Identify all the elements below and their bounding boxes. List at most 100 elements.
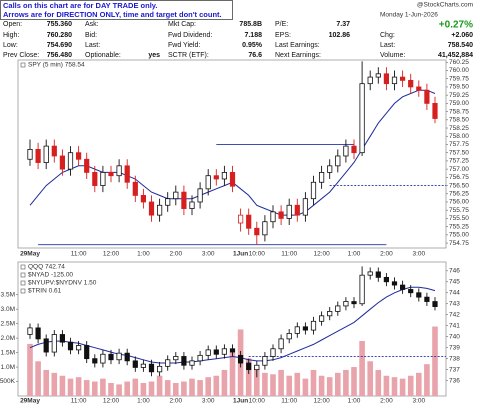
legend-swatch xyxy=(20,272,26,278)
volume-bar xyxy=(278,369,284,396)
volume-bar xyxy=(351,367,357,396)
candle-body xyxy=(84,158,90,173)
candle-body xyxy=(213,175,219,180)
legend-swatch xyxy=(20,62,26,68)
candle-body xyxy=(181,356,187,366)
y-tick-label: 760.25 xyxy=(449,59,469,66)
quote-label: Chg: xyxy=(380,32,395,39)
legend-text: SPY (5 min) 758.54 xyxy=(28,62,85,69)
legend-text: $NYAD -125.00 xyxy=(28,272,73,279)
x-tick-label: 1:00 xyxy=(137,398,150,405)
candle-body xyxy=(318,172,325,183)
volume-bar xyxy=(213,375,220,396)
y-tick-label: 756.00 xyxy=(449,199,469,206)
x-tick-label: 12:00 xyxy=(313,398,330,405)
candle-body xyxy=(351,145,357,154)
quote-label: EPS: xyxy=(275,32,291,39)
candle-body xyxy=(408,79,414,88)
candle-body xyxy=(367,76,373,85)
volume-bar xyxy=(367,361,373,396)
y-tick-label: 757.75 xyxy=(449,141,469,148)
candle-body xyxy=(140,363,146,368)
candle-body xyxy=(416,292,422,298)
y-tick-label: 736 xyxy=(449,377,460,384)
legend-swatch xyxy=(20,288,26,294)
x-tick-label: 11:00 xyxy=(71,251,87,258)
y-tick-label: 743 xyxy=(449,300,460,307)
volume-bar xyxy=(116,384,122,396)
volume-bar xyxy=(164,380,171,396)
y-tick-label: 754.75 xyxy=(449,240,469,247)
quote-label: Prev Close: xyxy=(3,52,39,59)
y-tick-label: 758.25 xyxy=(449,125,469,132)
candle-body xyxy=(181,191,187,209)
candle-body xyxy=(116,165,122,177)
candle-body xyxy=(351,301,357,305)
legend-swatch xyxy=(20,280,26,286)
legend-text: $TRIN 0.61 xyxy=(28,288,62,295)
candle-body xyxy=(43,338,49,353)
y-tick-label: 757.25 xyxy=(449,158,469,165)
moving-average xyxy=(29,286,436,364)
quote-value: 76.6 xyxy=(248,52,262,59)
legend-text: QQQ 742.74 xyxy=(28,264,65,271)
quote-label: Open: xyxy=(3,21,22,28)
y-tick-label: 755.75 xyxy=(449,207,469,214)
candle-body xyxy=(408,289,414,294)
candle-body xyxy=(302,198,309,216)
volume-bar xyxy=(67,378,74,396)
volume-bar xyxy=(254,367,260,396)
x-tick-label: 29May xyxy=(20,251,40,258)
volume-tick-label: 500K xyxy=(0,378,16,385)
x-tick-label: 3:00 xyxy=(202,251,215,258)
candle-body xyxy=(286,332,292,340)
candle-body xyxy=(424,296,430,302)
candle-body xyxy=(165,198,171,206)
candle-body xyxy=(51,145,57,157)
x-tick-label: 11:00 xyxy=(281,251,297,258)
candle-body xyxy=(399,76,406,81)
candle-body xyxy=(132,360,138,368)
candle-body xyxy=(76,152,82,160)
candle-body xyxy=(343,145,349,157)
candle-body xyxy=(27,327,33,335)
candle-body xyxy=(221,348,227,355)
volume-bar xyxy=(375,369,382,396)
volume-bar xyxy=(286,375,292,396)
candle-body xyxy=(399,284,406,290)
candle-body xyxy=(116,352,122,361)
y-tick-label: 755.25 xyxy=(449,223,469,230)
volume-bar xyxy=(197,380,203,396)
volume-bar xyxy=(335,372,341,396)
quote-label: Ask: xyxy=(85,21,99,28)
candle-body xyxy=(156,204,163,216)
candle-body xyxy=(100,353,106,364)
quote-label: Last Earnings: xyxy=(275,42,320,49)
legend-text: $NYUPV:$NYDNV 1.50 xyxy=(28,280,97,287)
x-tick-label: 2:00 xyxy=(169,251,182,258)
volume-bar xyxy=(148,381,155,396)
candle-body xyxy=(43,145,49,163)
y-tick-label: 755.00 xyxy=(449,232,469,239)
x-tick-label: 11:00 xyxy=(71,398,87,405)
x-tick-label: 10:00 xyxy=(249,251,266,258)
volume-bar xyxy=(51,372,58,396)
quote-value: 760.280 xyxy=(47,32,72,39)
candle-body xyxy=(92,358,98,364)
quote-label: Volume: xyxy=(380,52,405,59)
candle-body xyxy=(246,214,252,229)
volume-bar xyxy=(399,378,406,396)
volume-bar xyxy=(229,352,236,396)
y-tick-label: 759.25 xyxy=(449,92,469,99)
volume-bar xyxy=(343,369,349,396)
y-tick-label: 745 xyxy=(449,278,460,285)
candle-body xyxy=(67,341,74,351)
x-tick-label: 1:00 xyxy=(137,251,150,258)
candle-body xyxy=(375,271,381,278)
plot-frame xyxy=(17,59,447,249)
volume-bar xyxy=(424,364,430,396)
candle-body xyxy=(92,172,98,186)
volume-bar xyxy=(27,343,33,396)
candle-body xyxy=(286,204,292,219)
volume-bar xyxy=(35,361,41,396)
